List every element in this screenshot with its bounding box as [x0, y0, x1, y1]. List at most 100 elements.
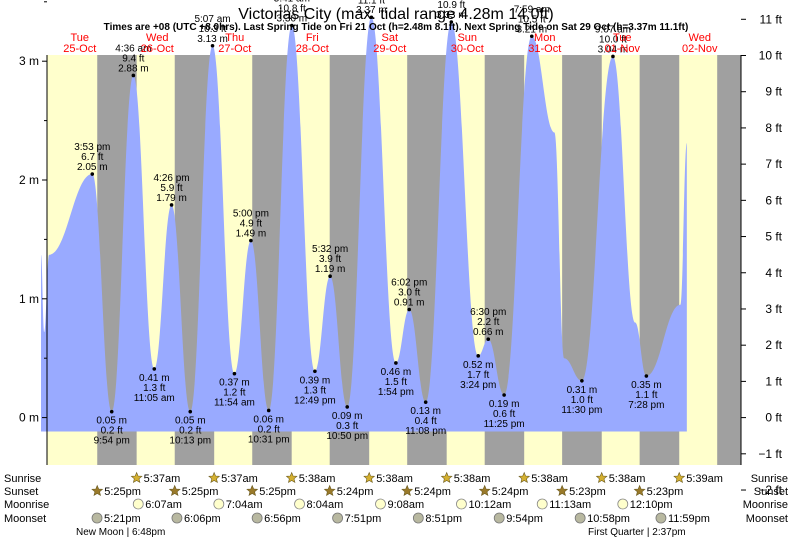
right-tick-label: −1 ft	[758, 447, 782, 461]
moonset-time: 11:59pm	[668, 513, 710, 525]
moonrise-time: 7:04am	[226, 499, 263, 511]
sunset-time: 5:24pm	[414, 486, 451, 498]
sunrise-time: 5:38am	[531, 473, 568, 485]
day-name: Wed	[689, 32, 711, 44]
moonrise-time: 10:12am	[468, 499, 511, 511]
high-tide-label: 3:53 pm	[74, 142, 110, 153]
day-name: Thu	[225, 32, 244, 44]
high-tide-point	[407, 307, 412, 312]
sunset-icon	[633, 484, 646, 497]
sunset-row-label-left: Sunset	[4, 486, 38, 498]
high-tide-point	[90, 172, 95, 176]
low-tide-label: 0.4 ft	[415, 416, 437, 427]
low-tide-label: 1.7 ft	[467, 370, 489, 381]
moonrise-time: 8:04am	[307, 499, 344, 511]
moon-phase-new: New Moon | 6:48pm	[76, 527, 165, 538]
day-date: 30-Oct	[451, 43, 484, 55]
moonset-time: 9:54pm	[506, 513, 543, 525]
high-tide-point	[369, 15, 374, 20]
sunset-icon	[401, 484, 414, 497]
day-name: Wed	[146, 32, 168, 44]
chart-title: Victorias City (max. tidal range 4.28m 1…	[238, 6, 553, 23]
low-tide-label: 1:54 pm	[378, 387, 414, 398]
chart-subtitle: Times are +08 (UTC +8.0hrs). Last Spring…	[104, 22, 689, 33]
low-tide-point	[152, 367, 157, 371]
sunset-icon	[246, 484, 259, 497]
high-tide-point	[611, 54, 615, 59]
day-name: Tue	[70, 32, 89, 44]
high-tide-point	[210, 43, 215, 48]
moonset-icon	[412, 512, 424, 524]
sunrise-icon	[440, 471, 453, 484]
high-tide-label: 3.30 m	[277, 14, 308, 25]
low-tide-label: 7:28 pm	[628, 400, 664, 411]
left-tick-label: 3 m	[19, 54, 39, 68]
sunset-icon	[556, 484, 569, 497]
right-tick-label: 0 ft	[765, 411, 782, 425]
high-tide-label: 2.2 ft	[477, 317, 499, 328]
moonset-time: 6:06pm	[184, 513, 221, 525]
right-tick-label: 9 ft	[765, 85, 782, 99]
high-tide-point	[131, 73, 136, 78]
high-tide-label: 3.9 ft	[319, 254, 341, 265]
day-date: 01-Nov	[605, 43, 641, 55]
moonset-time: 6:56pm	[264, 513, 301, 525]
sunset-time: 5:24pm	[337, 486, 374, 498]
low-tide-point	[644, 374, 649, 378]
day-date: 29-Oct	[373, 43, 406, 55]
low-tide-label: 0.52 m	[463, 360, 494, 371]
right-tick-label: 6 ft	[765, 193, 782, 207]
moonrise-icon	[213, 498, 225, 510]
sunrise-icon	[285, 471, 298, 484]
moonrise-row-label-left: Moonrise	[4, 499, 49, 511]
low-tide-point	[345, 405, 350, 409]
low-tide-label: 0.05 m	[96, 416, 127, 427]
low-tide-label: 1.3 ft	[304, 385, 326, 396]
low-tide-label: 1.2 ft	[223, 388, 245, 399]
tide-curve	[41, 17, 687, 432]
high-tide-label: 3.13 m	[197, 34, 228, 45]
moonset-time: 5:21pm	[104, 513, 141, 525]
low-tide-point	[394, 361, 398, 365]
high-tide-label: 10.0 ft	[599, 34, 627, 45]
sunset-time: 5:25pm	[104, 486, 141, 498]
high-tide-label: 5:07 am	[194, 14, 230, 25]
high-tide-label: 10.9 ft	[437, 0, 465, 11]
low-tide-point	[502, 393, 506, 397]
day-name: Sun	[457, 32, 477, 44]
high-tide-point	[449, 20, 454, 24]
sunrise-icon	[208, 471, 221, 484]
day-name: Sat	[381, 32, 398, 44]
low-tide-label: 10:13 pm	[169, 436, 211, 447]
low-tide-label: 11:30 pm	[561, 405, 602, 416]
moonset-time: 10:58pm	[587, 513, 630, 525]
low-tide-label: 0.3 ft	[336, 421, 358, 432]
low-tide-label: 0.37 m	[219, 378, 250, 389]
low-tide-label: 0.06 m	[253, 414, 284, 425]
right-tick-label: 8 ft	[765, 121, 782, 135]
low-tide-label: 1.3 ft	[143, 383, 165, 394]
moonset-time: 7:51pm	[345, 513, 382, 525]
low-tide-label: 11:54 am	[214, 398, 255, 409]
low-tide-point	[232, 371, 237, 376]
high-tide-label: 7:04 am	[433, 0, 469, 1]
low-tide-point	[266, 408, 271, 413]
high-tide-label: 3.21 m	[516, 24, 547, 35]
sunset-icon	[91, 484, 104, 497]
sunrise-icon	[130, 471, 143, 484]
moonrise-icon	[617, 498, 629, 510]
moonset-icon	[171, 512, 183, 524]
high-tide-label: 5.9 ft	[160, 183, 182, 194]
day-date: 25-Oct	[63, 43, 96, 55]
high-tide-label: 5:00 pm	[233, 209, 269, 220]
right-tick-label: 3 ft	[765, 302, 782, 316]
sunrise-time: 5:37am	[144, 473, 181, 485]
high-tide-point	[486, 337, 491, 341]
sunset-time: 5:25pm	[259, 486, 296, 498]
moonrise-row-label-right: Moonrise	[743, 499, 788, 511]
moonrise-icon	[294, 498, 305, 510]
day-date: 27-Oct	[218, 43, 251, 55]
low-tide-label: 1.0 ft	[571, 395, 593, 406]
high-tide-label: 5:32 pm	[312, 244, 348, 255]
